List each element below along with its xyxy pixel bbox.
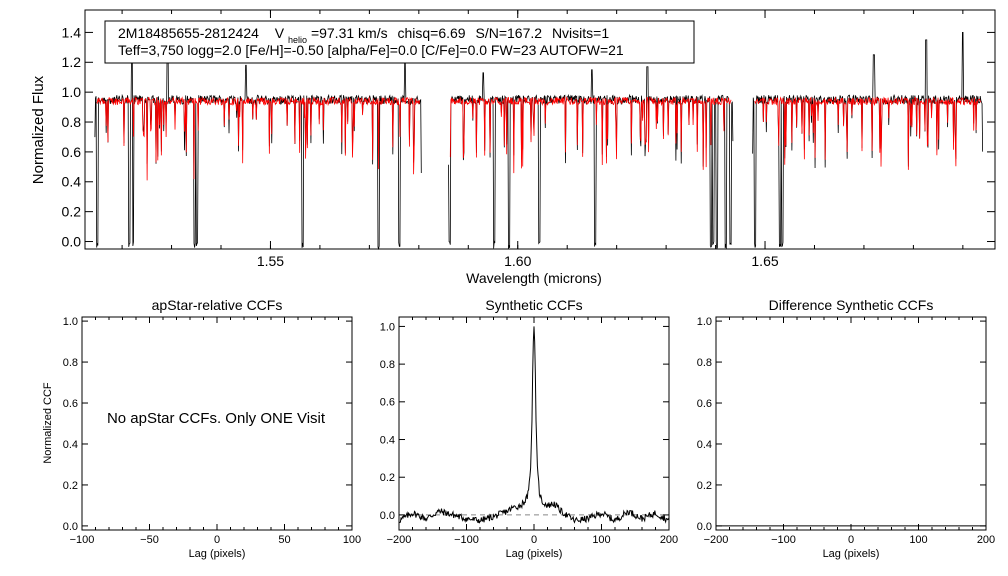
- y-tick-label: 0.6: [380, 397, 395, 409]
- spectrum-xlabel: Wavelength (microns): [466, 270, 602, 286]
- apstar-ccf-ylabel: Normalized CCF: [42, 382, 54, 464]
- x-tick-label: −100: [454, 534, 479, 546]
- apstar-ccf-ticks: −100 −50 0 50 100 0.0 0.2 0.4 0.6 0.8 1.0: [63, 316, 361, 546]
- synthetic-ccf-ticks: −200 −100 0 100 200 0.0 0.2 0.4 0.6 0.8 1.0: [380, 317, 678, 546]
- header-line-1: 2M18485655-2812424 V helio =97.31 km/s c…: [118, 25, 609, 46]
- apstar-ccf-panel: apStar-relative CCFs −100 −50 0 50 100 0.0 0.2…: [42, 297, 361, 560]
- model-spectrum-line: [449, 95, 732, 174]
- nvisits-value: Nvisits=1: [552, 25, 609, 41]
- x-tick-label: −200: [704, 534, 729, 546]
- difference-ccf-xlabel: Lag (pixels): [823, 548, 880, 560]
- y-tick-label: 0.4: [62, 174, 82, 190]
- y-tick-label: 0.4: [380, 434, 395, 446]
- header-box: [104, 20, 695, 64]
- vhelio-prefix: V: [275, 25, 285, 41]
- y-tick-label: 0.2: [62, 204, 82, 220]
- synthetic-ccf-xlabel: Lag (pixels): [506, 548, 563, 560]
- y-tick-label: 0.8: [380, 359, 395, 371]
- spectrum-axes-frame: [84, 9, 996, 250]
- spectrum-ticks: 1.55 1.60 1.65 0.0 0.2 0.4 0.6 0.8 1.0 1.2 1.4: [62, 10, 995, 269]
- y-tick-label: 0.2: [380, 472, 395, 484]
- y-tick-label: 0.6: [62, 144, 82, 160]
- synthetic-ccf-panel: Synthetic CCFs −200 −100 0 100 200 0.0 0.2 0.4 0…: [380, 297, 678, 560]
- difference-ccf-title: Difference Synthetic CCFs: [769, 297, 934, 313]
- vhelio-value: =97.31 km/s: [311, 25, 388, 41]
- difference-ccf-axes-frame: [715, 316, 987, 531]
- y-tick-label: 0.2: [697, 480, 712, 492]
- y-tick-label: 1.0: [62, 84, 82, 100]
- synthetic-ccf-title: Synthetic CCFs: [485, 297, 582, 313]
- difference-ccf-ticks: −200 −100 0 100 200 0.0 0.2 0.4 0.6 0.8 1.0: [697, 316, 995, 546]
- x-tick-label: −100: [771, 534, 796, 546]
- apstar-ccf-title: apStar-relative CCFs: [152, 297, 283, 313]
- x-tick-label: 0: [848, 534, 854, 546]
- snr-value: S/N=167.2: [475, 25, 542, 41]
- y-tick-label: 1.4: [62, 24, 82, 40]
- y-tick-label: 1.0: [63, 316, 78, 328]
- x-tick-label: 1.65: [751, 253, 778, 269]
- x-tick-label: 100: [909, 534, 927, 546]
- star-id: 2M18485655-2812424: [118, 25, 259, 41]
- y-tick-label: 0.0: [697, 521, 712, 533]
- spectrum-panel: 1.55 1.60 1.65 0.0 0.2 0.4 0.6 0.8 1.0 1.2 1.4 Wav…: [30, 9, 996, 286]
- spectrum-series: [94, 24, 984, 251]
- vhelio-subscript: helio: [288, 35, 307, 45]
- y-tick-label: 0.0: [380, 510, 395, 522]
- y-tick-label: 0.8: [697, 357, 712, 369]
- observed-spectrum-line: [752, 32, 984, 248]
- y-tick-label: 0.4: [697, 439, 712, 451]
- chisq-value: chisq=6.69: [397, 25, 465, 41]
- difference-ccf-panel: Difference Synthetic CCFs −200 −100 0 100 20…: [697, 297, 995, 560]
- y-tick-label: 1.2: [62, 54, 82, 70]
- y-tick-label: 0.6: [697, 398, 712, 410]
- x-tick-label: 1.55: [257, 253, 284, 269]
- x-tick-label: 200: [660, 534, 678, 546]
- y-tick-label: 0.8: [63, 357, 78, 369]
- model-spectrum-line: [96, 96, 420, 181]
- y-tick-label: 0.2: [63, 480, 78, 492]
- x-tick-label: 100: [343, 534, 361, 546]
- x-tick-label: 100: [592, 534, 610, 546]
- x-tick-label: −200: [387, 534, 412, 546]
- x-tick-label: −50: [140, 534, 159, 546]
- x-tick-label: 1.60: [504, 253, 531, 269]
- synthetic-ccf-series: [398, 326, 670, 524]
- synthetic-ccf-axes-frame: [398, 316, 670, 531]
- synthetic-ccf-line: [398, 326, 670, 524]
- header-line-2: Teff=3,750 logg=2.0 [Fe/H]=-0.50 [alpha/…: [118, 42, 624, 58]
- spectrum-ylabel: Normalized Flux: [30, 75, 47, 184]
- y-tick-label: 1.0: [697, 316, 712, 328]
- x-tick-label: 50: [278, 534, 290, 546]
- y-tick-label: 0.0: [62, 233, 82, 249]
- x-tick-label: −100: [70, 534, 95, 546]
- y-tick-label: 0.0: [63, 521, 78, 533]
- observed-spectrum-line: [448, 66, 734, 249]
- model-spectrum-line: [754, 96, 982, 170]
- x-tick-label: 200: [977, 534, 995, 546]
- x-tick-label: 0: [214, 534, 220, 546]
- y-tick-label: 0.6: [63, 398, 78, 410]
- y-tick-label: 0.8: [62, 114, 82, 130]
- x-tick-label: 0: [531, 534, 537, 546]
- apstar-ccf-xlabel: Lag (pixels): [189, 548, 246, 560]
- y-tick-label: 1.0: [380, 321, 395, 333]
- apstar-ccf-note: No apStar CCFs. Only ONE Visit: [107, 410, 326, 427]
- y-tick-label: 0.4: [63, 439, 78, 451]
